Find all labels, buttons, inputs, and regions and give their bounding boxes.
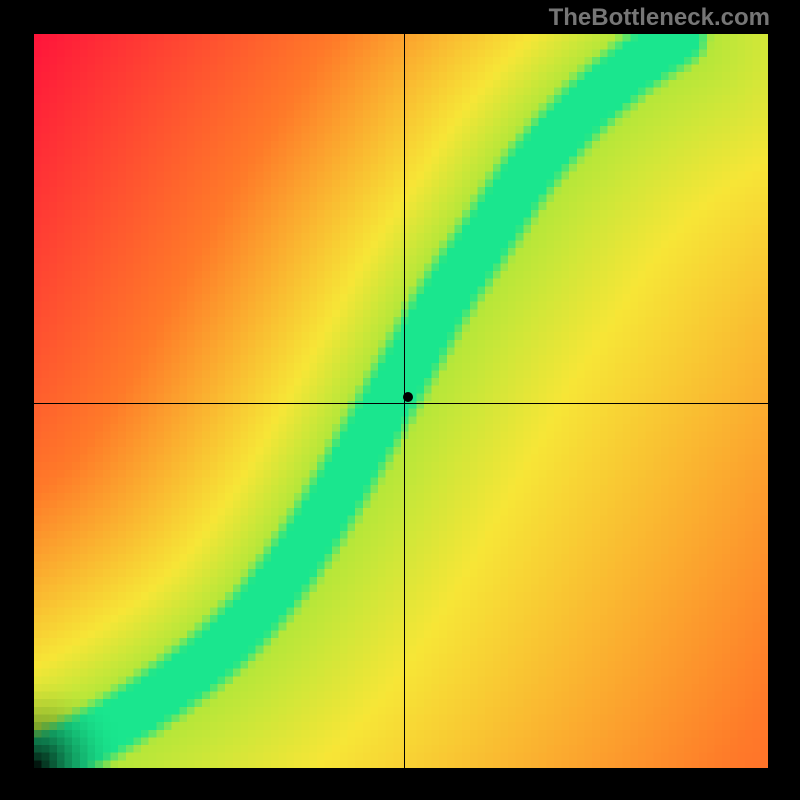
- bottleneck-heatmap: [34, 34, 768, 768]
- watermark-text: TheBottleneck.com: [549, 4, 770, 32]
- chart-root: TheBottleneck.com: [0, 0, 800, 800]
